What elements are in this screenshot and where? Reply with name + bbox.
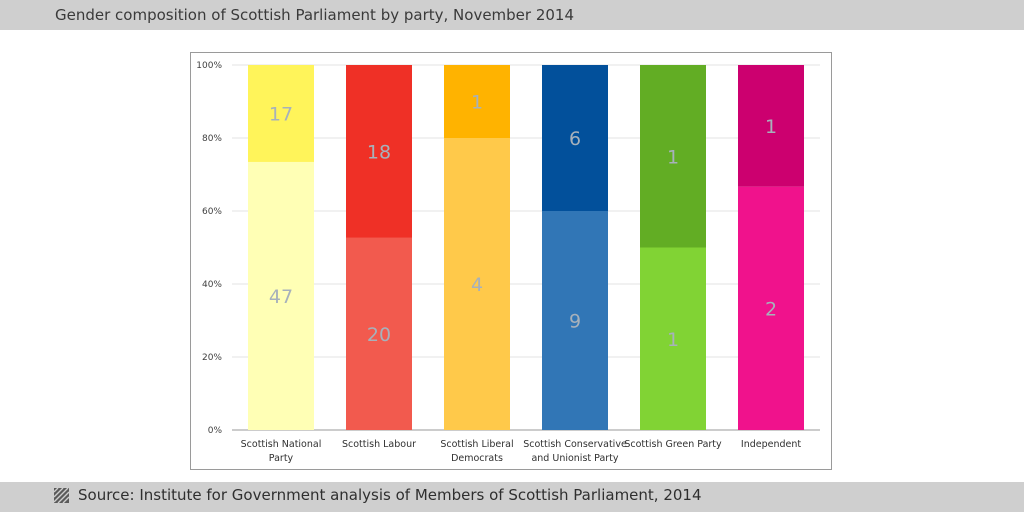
data-label: 2: [765, 298, 777, 320]
bar-segment: [542, 211, 608, 430]
bar-segment: [640, 247, 706, 430]
data-label: 17: [269, 103, 293, 125]
bar-segment: [542, 65, 608, 211]
footer-bar: [0, 482, 1024, 512]
bar-segment: [248, 65, 314, 162]
bar-segment: [346, 65, 412, 238]
data-label: 6: [569, 128, 581, 150]
bar-segment: [640, 65, 706, 248]
bar-segment: [346, 237, 412, 430]
data-label: 1: [765, 116, 777, 138]
chart-title: Gender composition of Scottish Parliamen…: [55, 6, 575, 24]
data-label: 9: [569, 311, 581, 333]
bar-segment: [738, 186, 804, 430]
bar-segment: [444, 65, 510, 138]
x-tick-label: and Unionist Party: [531, 453, 618, 464]
x-tick-label: Scottish Conservative: [523, 439, 627, 450]
y-tick-label: 100%: [196, 61, 222, 71]
x-tick-label: Scottish Liberal: [440, 439, 513, 450]
x-tick-label: Scottish Green Party: [624, 439, 722, 450]
source-icon: [54, 488, 69, 503]
data-label: 20: [367, 324, 391, 346]
bar-segment: [248, 161, 314, 430]
y-tick-label: 20%: [202, 353, 222, 363]
x-tick-label: Party: [269, 453, 294, 464]
x-tick-label: Democrats: [451, 453, 503, 464]
y-tick-label: 0%: [208, 426, 223, 436]
data-label: 1: [667, 146, 679, 168]
data-label: 4: [471, 274, 483, 296]
x-tick-label: Scottish National: [241, 439, 322, 450]
data-label: 1: [471, 92, 483, 114]
data-label: 47: [269, 286, 293, 308]
bar-segment: [738, 65, 804, 187]
x-tick-label: Independent: [741, 439, 801, 450]
data-label: 1: [667, 329, 679, 351]
y-tick-label: 60%: [202, 207, 222, 217]
header-bar: Gender composition of Scottish Parliamen…: [0, 0, 1024, 30]
y-tick-label: 80%: [202, 134, 222, 144]
x-tick-label: Scottish Labour: [342, 439, 416, 450]
y-tick-label: 40%: [202, 280, 222, 290]
bar-segment: [444, 138, 510, 430]
source-note: Source: Institute for Government analysi…: [78, 486, 702, 504]
data-label: 18: [367, 141, 391, 163]
